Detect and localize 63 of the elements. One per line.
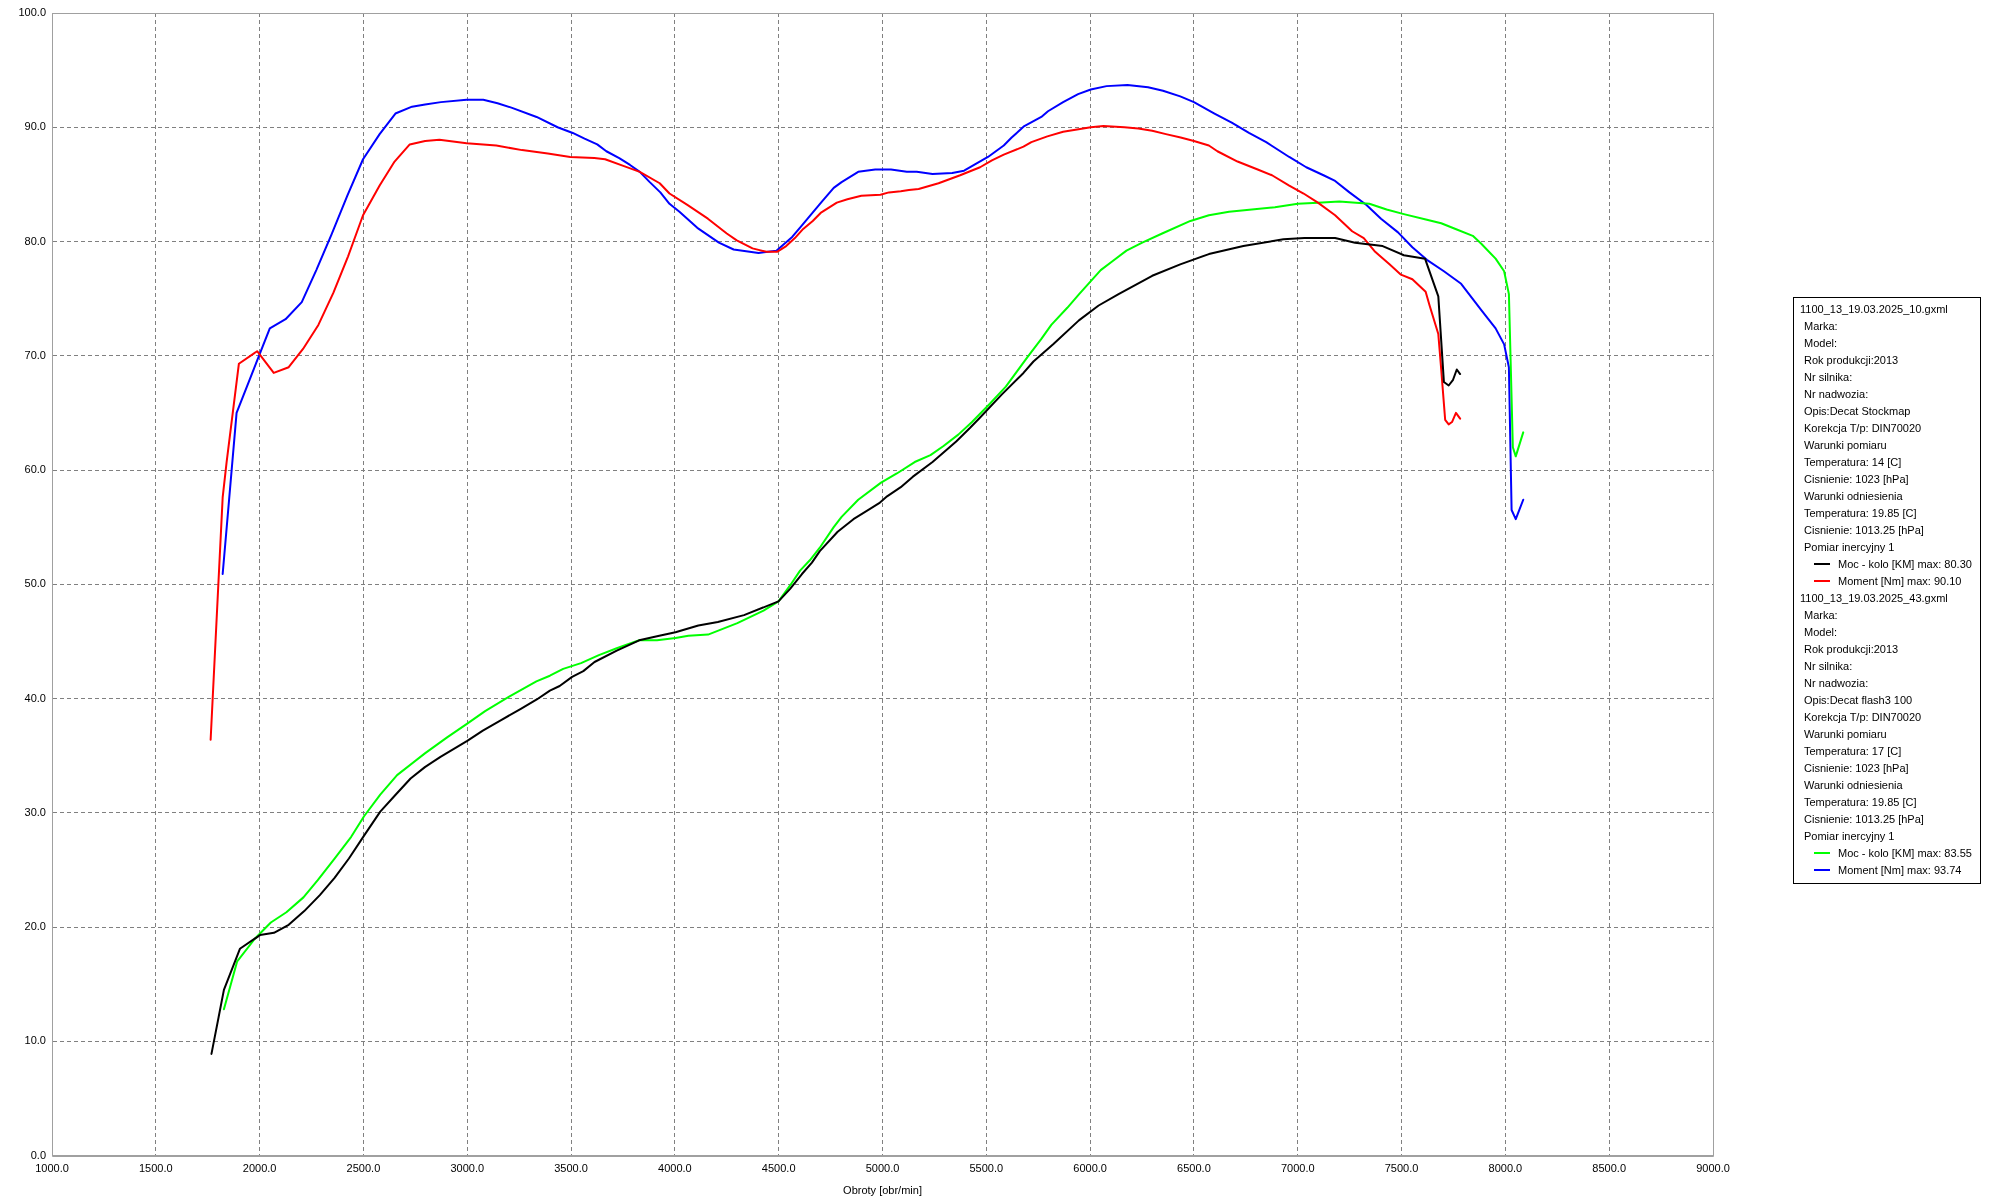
y-tick-label: 60.0 xyxy=(24,463,46,476)
x-axis-title: Obroty [obr/min] xyxy=(843,1184,922,1197)
y-tick-label: 0.0 xyxy=(30,1148,46,1161)
text: Warunki odniesienia xyxy=(1803,488,1904,504)
text: Nr silnika: xyxy=(1803,369,1854,385)
legend-label: Moc - kolo [KM] max: 83.55 xyxy=(1838,845,1972,861)
x-tick-label: 2500.0 xyxy=(346,1162,381,1175)
text: Nr nadwozia: xyxy=(1803,386,1870,402)
text: Model: xyxy=(1803,624,1839,640)
legend-label: Moment [Nm] max: 90.10 xyxy=(1838,573,1962,589)
text: Opis:Decat flash3 100 xyxy=(1803,692,1914,708)
y-tick-label: 100.0 xyxy=(18,6,46,19)
y-tick-label: 30.0 xyxy=(24,805,46,818)
text: Cisnienie: 1023 [hPa] xyxy=(1803,471,1910,487)
text: Rok produkcji:2013 xyxy=(1803,352,1900,368)
x-tick-label: 1500.0 xyxy=(138,1162,173,1175)
text: Warunki pomiaru xyxy=(1803,726,1888,742)
text: Cisnienie: 1013.25 [hPa] xyxy=(1803,522,1925,538)
x-tick-label: 5000.0 xyxy=(865,1162,900,1175)
text: Pomiar inercyjny 1 xyxy=(1803,539,1896,555)
x-tick-label: 4500.0 xyxy=(761,1162,796,1175)
x-tick-label: 3500.0 xyxy=(554,1162,588,1175)
text: Korekcja T/p: DIN70020 xyxy=(1803,709,1923,725)
text: Temperatura: 19.85 [C] xyxy=(1803,794,1918,810)
legend-label: Moc - kolo [KM] max: 80.30 xyxy=(1838,556,1972,572)
text: Temperatura: 19.85 [C] xyxy=(1803,505,1918,521)
x-tick-label: 6500.0 xyxy=(1177,1162,1211,1175)
text: Opis:Decat Stockmap xyxy=(1803,403,1912,419)
text: Marka: xyxy=(1803,318,1839,334)
x-tick-label: 6000.0 xyxy=(1073,1162,1107,1175)
x-tick-label: 7500.0 xyxy=(1384,1162,1419,1175)
text: Nr silnika: xyxy=(1803,658,1854,674)
text: Warunki odniesienia xyxy=(1803,777,1904,793)
text: Cisnienie: 1013.25 [hPa] xyxy=(1803,811,1925,827)
x-tick-label: 3000.0 xyxy=(450,1162,485,1175)
y-tick-label: 50.0 xyxy=(24,577,46,590)
text: 1100_13_19.03.2025_43.gxml xyxy=(1800,590,1949,606)
x-tick-label: 2000.0 xyxy=(242,1162,277,1175)
text: Temperatura: 17 [C] xyxy=(1803,743,1903,759)
text: Nr nadwozia: xyxy=(1803,675,1870,691)
x-tick-label: 5500.0 xyxy=(969,1162,1004,1175)
y-tick-label: 90.0 xyxy=(24,120,46,133)
x-tick-label: 4000.0 xyxy=(658,1162,692,1175)
y-tick-label: 20.0 xyxy=(24,920,46,933)
y-tick-label: 70.0 xyxy=(24,348,46,361)
text: Warunki pomiaru xyxy=(1803,437,1888,453)
x-tick-label: 7000.0 xyxy=(1280,1162,1315,1175)
y-tick-label: 10.0 xyxy=(24,1034,46,1047)
legend-label: Moment [Nm] max: 93.74 xyxy=(1838,862,1962,878)
text: Model: xyxy=(1803,335,1839,351)
x-tick-label: 8500.0 xyxy=(1592,1162,1627,1175)
text: Korekcja T/p: DIN70020 xyxy=(1803,420,1923,436)
y-tick-label: 80.0 xyxy=(24,234,46,247)
text: Rok produkcji:2013 xyxy=(1803,641,1900,657)
text: Marka: xyxy=(1803,607,1839,623)
text: Pomiar inercyjny 1 xyxy=(1803,828,1896,844)
x-tick-label: 8000.0 xyxy=(1488,1162,1523,1175)
y-tick-label: 40.0 xyxy=(24,691,46,704)
x-tick-label: 9000.0 xyxy=(1696,1162,1730,1175)
text: 1100_13_19.03.2025_10.gxml xyxy=(1800,301,1949,317)
text: Cisnienie: 1023 [hPa] xyxy=(1803,760,1910,776)
text: Temperatura: 14 [C] xyxy=(1803,454,1903,470)
x-tick-label: 1000.0 xyxy=(35,1162,69,1175)
